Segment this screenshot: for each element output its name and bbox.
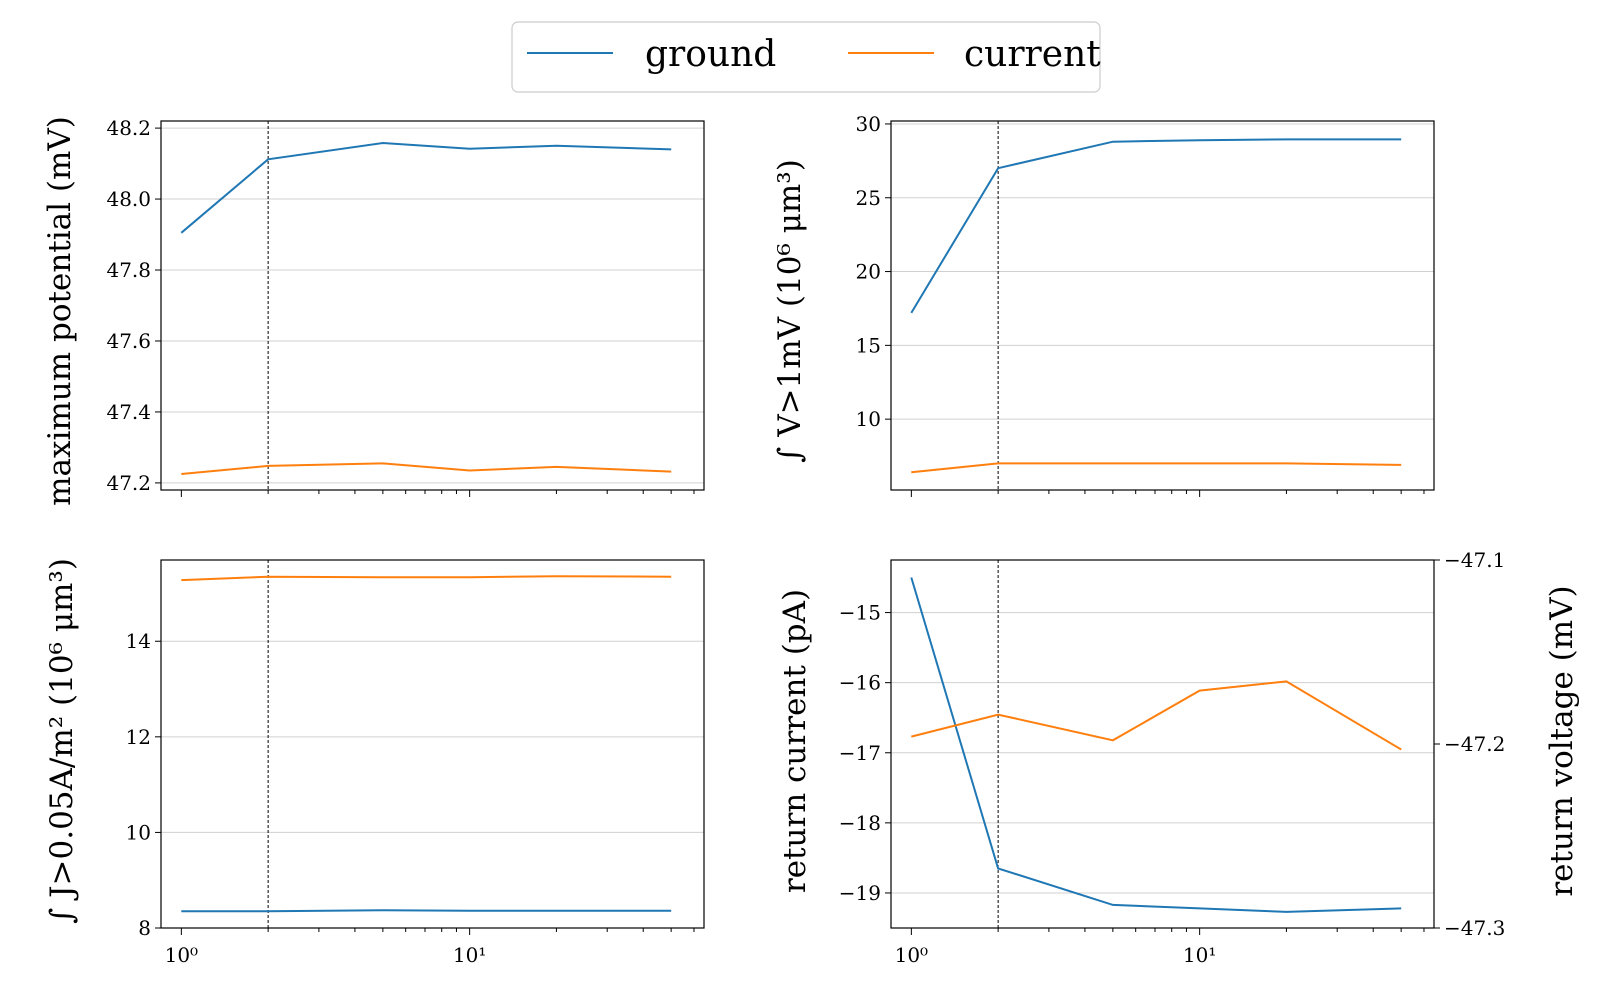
y-tick-label: 10 <box>126 820 151 844</box>
legend-label-current: current <box>964 34 1101 75</box>
panel-volume-j-above-threshold: 8 10 12 14 10⁰ 10¹ ∫ J>0.05A/m² (10⁶ μm³) <box>44 558 705 967</box>
axes-frame <box>890 559 1435 929</box>
series-line-current <box>911 680 1402 751</box>
y-tick-label: −15 <box>839 601 881 625</box>
legend-label-ground: ground <box>645 34 776 75</box>
panel-return-current-voltage: −19 −18 −17 −16 −15 −47.3 −47.2 −47.1 10⁰ 10¹ ret… <box>777 548 1580 967</box>
axes-frame <box>160 559 705 929</box>
series-line-current <box>181 575 672 582</box>
axes-frame <box>160 120 705 491</box>
y-tick-label: 48.0 <box>106 187 151 211</box>
y-axis-label: ∫ J>0.05A/m² (10⁶ μm³) <box>44 558 80 924</box>
y-tick-label-right: −47.1 <box>1444 548 1505 572</box>
y-tick-label: 30 <box>856 112 881 136</box>
y-tick-label: 25 <box>856 186 881 210</box>
plot-area: −19 −18 −17 −16 −15 −47.3 −47.2 −47.1 10⁰ 10¹ <box>839 548 1506 967</box>
y-tick-label-right: −47.2 <box>1444 732 1505 756</box>
series-line-ground <box>180 141 672 234</box>
y-tick-label: 47.8 <box>106 258 151 282</box>
y-tick-label: 12 <box>126 725 151 749</box>
y-tick-label: 47.6 <box>106 329 151 353</box>
series-line-current <box>911 462 1402 474</box>
x-tick-label: 10⁰ <box>895 943 928 967</box>
plot-area: 10 15 20 25 30 <box>856 112 1435 497</box>
y-axis-label: ∫ V>1mV (10⁶ μm³) <box>772 159 808 463</box>
panel-volume-v-above-1mv: 10 15 20 25 30 ∫ V>1mV (10⁶ μm³) <box>772 112 1435 497</box>
y-tick-label: 47.2 <box>106 471 151 495</box>
series-line-current <box>181 462 672 475</box>
y-axis-label-left: return current (pA) <box>777 589 813 893</box>
legend-frame <box>511 21 1101 93</box>
x-tick-label: 10⁰ <box>165 943 198 967</box>
y-tick-label: −16 <box>839 671 881 695</box>
x-tick-label: 10¹ <box>1183 943 1216 967</box>
axes-frame <box>890 120 1435 491</box>
y-tick-label-right: −47.3 <box>1444 916 1505 940</box>
series-line-ground <box>910 577 1402 913</box>
y-tick-label: −19 <box>839 881 881 905</box>
y-axis-label-right: return voltage (mV) <box>1544 585 1580 896</box>
y-tick-label: 20 <box>856 260 881 284</box>
panel-max-potential: 47.2 47.4 47.6 47.8 48.0 48.2 maximum potenti… <box>42 116 705 506</box>
legend: ground current <box>511 21 1101 93</box>
y-tick-label: 47.4 <box>106 400 151 424</box>
y-tick-label: 10 <box>856 407 881 431</box>
plot-area: 47.2 47.4 47.6 47.8 48.0 48.2 <box>106 116 705 497</box>
x-tick-label: 10¹ <box>453 943 486 967</box>
y-tick-label: 14 <box>126 629 151 653</box>
series-line-ground <box>910 138 1402 314</box>
plot-area: 8 10 12 14 10⁰ 10¹ <box>126 559 705 967</box>
y-axis-label: maximum potential (mV) <box>42 116 78 506</box>
y-tick-label: 15 <box>856 333 881 357</box>
y-tick-label: 48.2 <box>106 116 151 140</box>
series-line-ground <box>181 909 672 913</box>
y-tick-label: −17 <box>839 741 881 765</box>
y-tick-label: −18 <box>839 811 881 835</box>
y-tick-label: 8 <box>138 916 151 940</box>
